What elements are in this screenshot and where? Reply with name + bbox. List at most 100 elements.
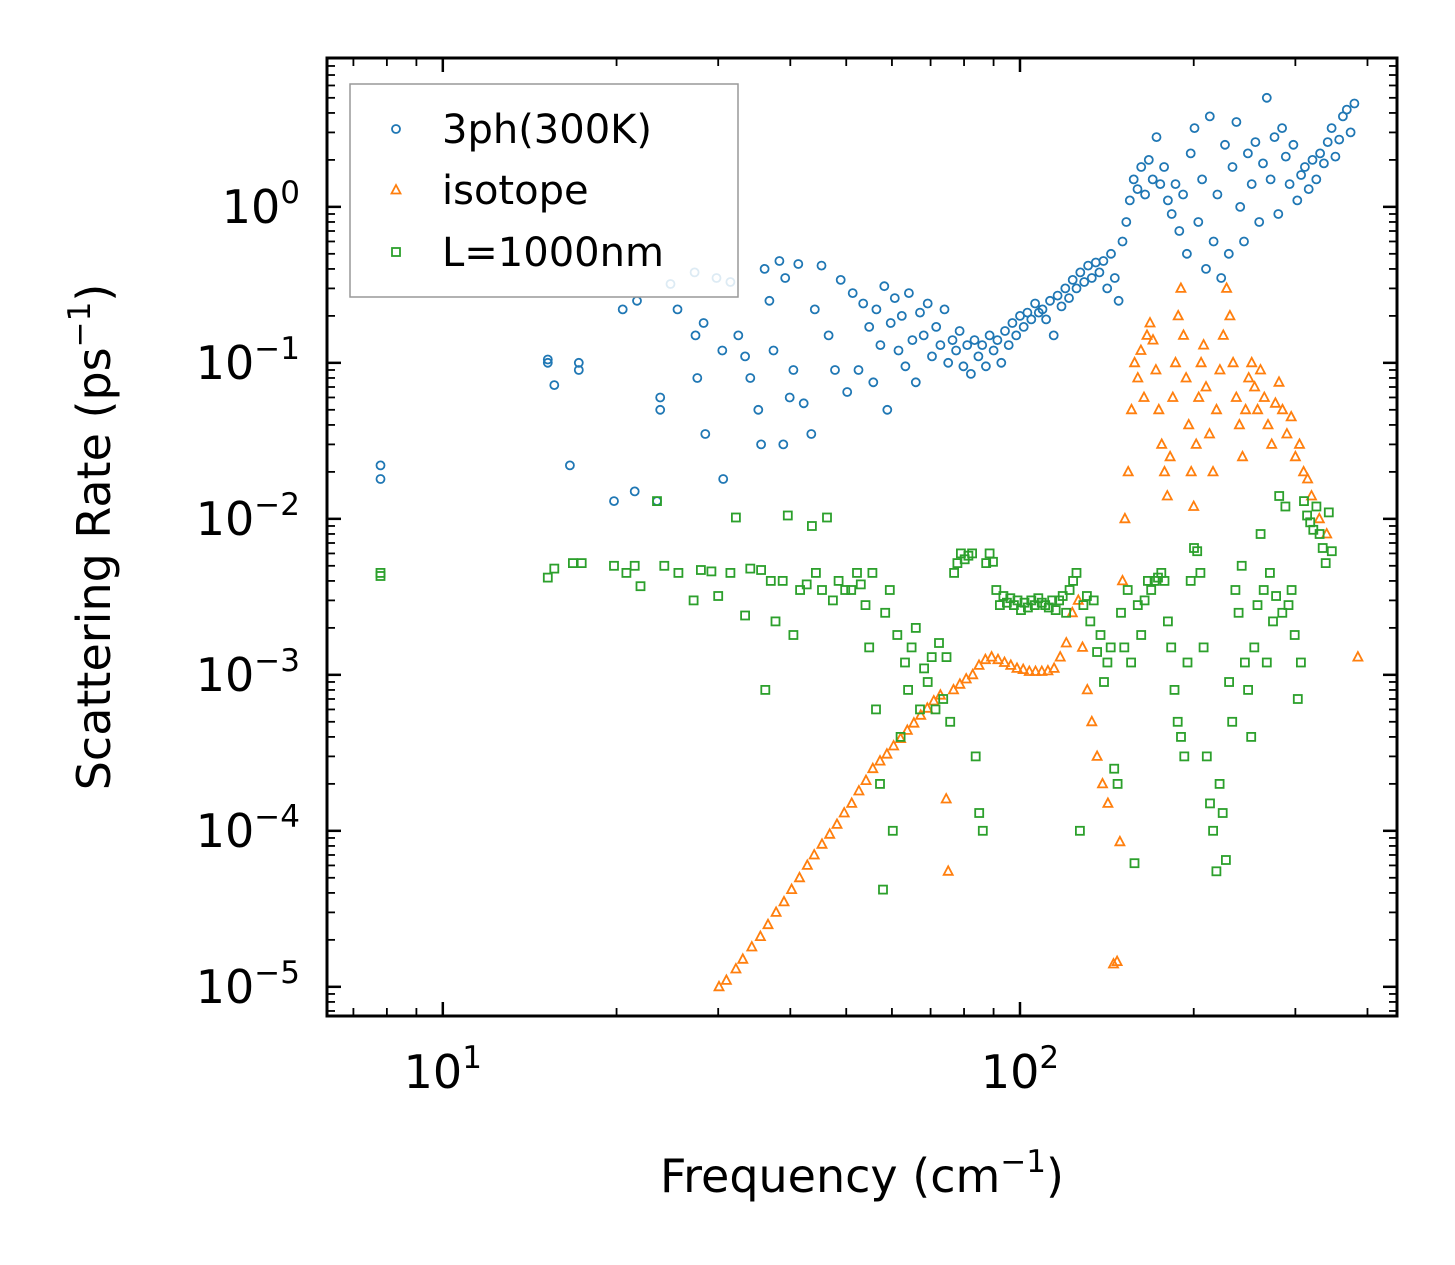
data-point: [953, 677, 966, 689]
data-point: [998, 655, 1011, 667]
data-point: [1155, 179, 1166, 190]
data-point: [1122, 585, 1133, 595]
legend-marker: [391, 247, 401, 257]
data-point: [1296, 657, 1306, 668]
data-point: [1078, 600, 1089, 610]
legend-label-3ph: 3ph(300K): [442, 107, 652, 153]
data-point: [756, 439, 766, 450]
x-axis-label-end: ): [1046, 1149, 1064, 1203]
data-point: [1124, 195, 1135, 206]
data-point: [938, 694, 949, 704]
data-point: [860, 600, 871, 610]
data-point: [1072, 593, 1085, 605]
data-point: [745, 940, 758, 952]
data-point: [1286, 585, 1297, 595]
data-point: [1111, 954, 1124, 966]
data-point: [1086, 273, 1097, 283]
data-point: [1004, 658, 1017, 670]
data-point: [706, 566, 717, 577]
data-point: [880, 747, 893, 759]
y-tick-label: 10−1: [196, 331, 300, 390]
data-point: [1118, 511, 1131, 524]
data-point: [885, 318, 896, 328]
data-point: [692, 373, 703, 383]
data-point: [1129, 858, 1140, 869]
data-point: [1223, 248, 1234, 259]
data-point: [375, 474, 386, 484]
data-point: [1271, 591, 1281, 601]
data-point: [1245, 355, 1258, 368]
data-point: [770, 616, 781, 627]
data-point: [375, 571, 386, 581]
data-point: [823, 330, 834, 341]
data-point: [629, 560, 640, 571]
data-point: [1091, 749, 1104, 761]
data-point: [1233, 607, 1244, 618]
data-point: [1235, 201, 1246, 212]
y-axis-label-end: ): [67, 284, 121, 302]
data-point: [879, 281, 890, 292]
data-point: [1075, 267, 1086, 278]
data-point: [1198, 642, 1209, 653]
data-point: [1288, 139, 1299, 150]
data-point: [1119, 642, 1130, 653]
data-point: [770, 905, 783, 917]
data-point: [542, 357, 553, 368]
data-point: [745, 563, 756, 574]
data-point: [845, 796, 858, 808]
data-point: [1249, 642, 1260, 653]
data-point: [887, 739, 900, 751]
data-point: [1136, 162, 1147, 172]
data-point: [1301, 472, 1314, 484]
data-point: [966, 368, 976, 379]
data-point: [1000, 326, 1010, 336]
data-point: [1117, 236, 1128, 247]
data-point: [1187, 499, 1200, 511]
y-tick-label: 100: [222, 175, 300, 234]
y-tick-label: 10−4: [196, 799, 300, 858]
y-axis-label-main: Scattering Rate (ps: [67, 347, 121, 790]
data-point: [1289, 449, 1302, 462]
data-point: [1147, 174, 1158, 185]
data-point: [673, 568, 684, 578]
data-point: [1302, 510, 1312, 521]
data-point: [1323, 507, 1334, 518]
data-point: [882, 404, 893, 415]
data-point: [887, 825, 898, 836]
data-point: [1092, 647, 1102, 657]
data-point: [801, 858, 814, 870]
data-point: [1067, 274, 1078, 285]
data-point: [629, 486, 640, 497]
data-point: [1116, 607, 1126, 618]
data-point: [1254, 217, 1265, 227]
data-point: [1071, 568, 1082, 578]
data-point: [914, 708, 927, 720]
data-point: [1061, 607, 1071, 618]
data-point: [900, 657, 910, 668]
data-point: [1012, 595, 1023, 606]
data-point: [1048, 330, 1059, 341]
data-point: [1052, 290, 1063, 301]
data-point: [542, 572, 553, 583]
data-point: [1152, 402, 1165, 415]
data-point: [995, 600, 1005, 610]
data-point: [1240, 657, 1250, 668]
data-point: [1300, 162, 1310, 172]
data-point: [1233, 417, 1246, 430]
data-point: [1211, 866, 1222, 877]
data-point: [1197, 338, 1210, 350]
data-point: [762, 917, 774, 930]
data-point: [1169, 685, 1180, 695]
data-point: [904, 288, 914, 299]
data-point: [847, 288, 858, 299]
data-point: [806, 429, 817, 439]
data-point: [864, 642, 875, 653]
data-point: [1239, 402, 1252, 415]
data-point: [609, 496, 619, 507]
data-point: [1185, 148, 1196, 159]
data-point: [1030, 298, 1040, 309]
data-point: [1242, 371, 1255, 383]
x-axis-label-main: Frequency (cm: [660, 1149, 1000, 1203]
data-point: [1273, 209, 1284, 219]
data-point: [915, 704, 925, 715]
